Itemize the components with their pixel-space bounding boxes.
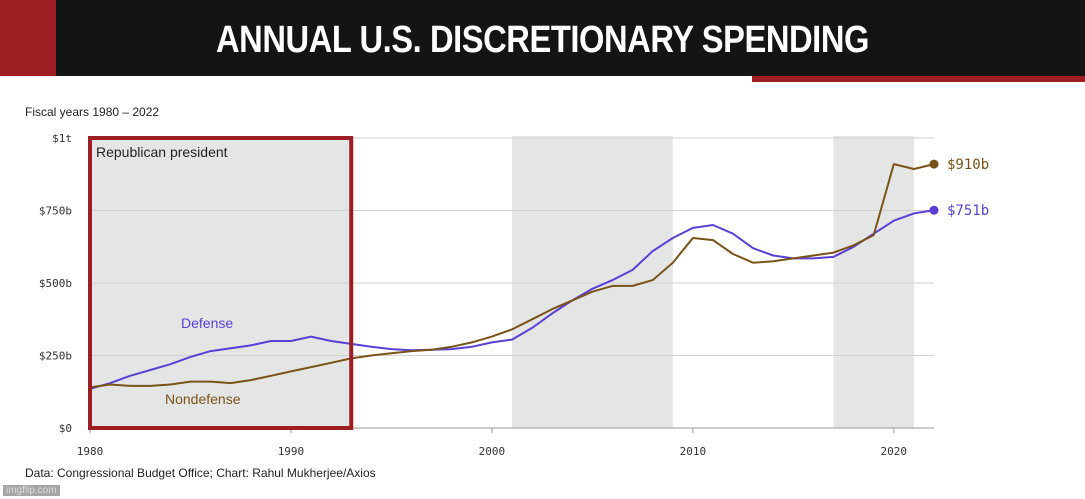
chart-source: Data: Congressional Budget Office; Chart… xyxy=(25,466,376,480)
y-tick-label: $750b xyxy=(39,205,72,218)
end-label-defense: $751b xyxy=(947,203,989,219)
y-tick-label: $1t xyxy=(52,132,72,145)
annotation-label: Republican president xyxy=(96,144,228,160)
x-tick-label: 2010 xyxy=(680,445,707,458)
chart-subtitle: Fiscal years 1980 – 2022 xyxy=(25,105,160,119)
y-tick-label: $0 xyxy=(59,422,72,435)
page-title: ANNUAL U.S. DISCRETIONARY SPENDING xyxy=(216,19,869,61)
highlight-box xyxy=(88,136,354,430)
watermark: imgflip.com xyxy=(3,485,60,496)
end-label-nondefense: $910b xyxy=(947,157,989,173)
shaded-periods xyxy=(90,136,914,428)
highlight-box-group xyxy=(88,136,354,430)
y-tick-label: $500b xyxy=(39,277,72,290)
shaded-period-0 xyxy=(90,136,352,428)
x-tick-label: 1990 xyxy=(278,445,305,458)
header-accent-right xyxy=(752,76,1085,82)
series-line-nondefense xyxy=(89,163,935,389)
y-axis-ticks: $0 $250b $500b $750b $1t xyxy=(39,132,72,435)
x-axis-ticks: 1980 1990 2000 2010 2020 xyxy=(77,428,907,458)
x-tick-label: 2020 xyxy=(881,445,908,458)
x-tick-label: 1980 xyxy=(77,445,104,458)
x-tick-label: 2000 xyxy=(479,445,506,458)
series-label-defense: Defense xyxy=(181,315,233,331)
header-accent-left xyxy=(0,0,56,76)
header-bar xyxy=(0,0,1085,76)
y-tick-label: $250b xyxy=(39,350,72,363)
series-label-nondefense: Nondefense xyxy=(165,391,241,407)
end-point-defense xyxy=(929,205,939,215)
end-point-nondefense xyxy=(929,159,939,169)
shaded-period-2 xyxy=(833,136,914,428)
series-lines: $751b $910b xyxy=(89,157,989,390)
